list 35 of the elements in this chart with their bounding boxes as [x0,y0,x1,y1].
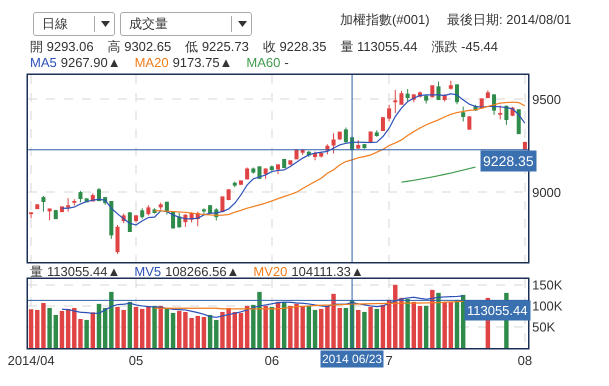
x-tick-label: 06 [264,353,280,368]
y-tick-label: 50K [532,320,556,335]
chart-subtitle: 最後日期: 2014/08/01 [447,11,572,29]
text: 日線 [42,16,68,31]
y-tick-label: 100K [532,298,563,314]
x-tick-label: 08 [518,353,532,368]
text: 9267.90▲ [60,55,121,70]
text: 收 9228.35 [262,39,326,54]
text: 高 9302.65 [108,39,172,54]
text: 成交量 [129,16,168,31]
ref-line-label: 9228.35 [483,153,534,169]
text: MA20 [134,55,169,70]
y-tick-label: 9000 [532,184,562,200]
x-tick-label: 7 [385,353,393,368]
y-tick-label: 150K [532,277,563,292]
text: 開 9293.06 [30,39,94,54]
text: MV20 [253,264,288,279]
text: 108266.56▲ [165,264,240,279]
text: 9173.75▲ [172,55,232,70]
text: 低 9225.73 [185,39,249,54]
x-tick-label: 05 [128,353,144,368]
series-label: 量 [30,264,43,279]
text: MA5 [30,55,57,70]
text: 漲跌 -45.44 [432,39,498,54]
text: - [284,55,289,70]
x-tick-label: 2014 06/23 [322,352,382,366]
x-tick-label: 2014/04 [8,353,55,368]
y-tick-label: 9500 [532,92,562,107]
ref-line-label: 113055.44 [467,303,528,318]
series-label: MV5 [134,264,162,279]
chart-title: 加權指數(#001) [340,11,430,29]
text: MA60 [246,55,280,70]
text: 104111.33▲ [291,264,364,279]
text: 113055.44▲ [47,264,120,279]
text: 量 113055.44 [340,39,418,54]
